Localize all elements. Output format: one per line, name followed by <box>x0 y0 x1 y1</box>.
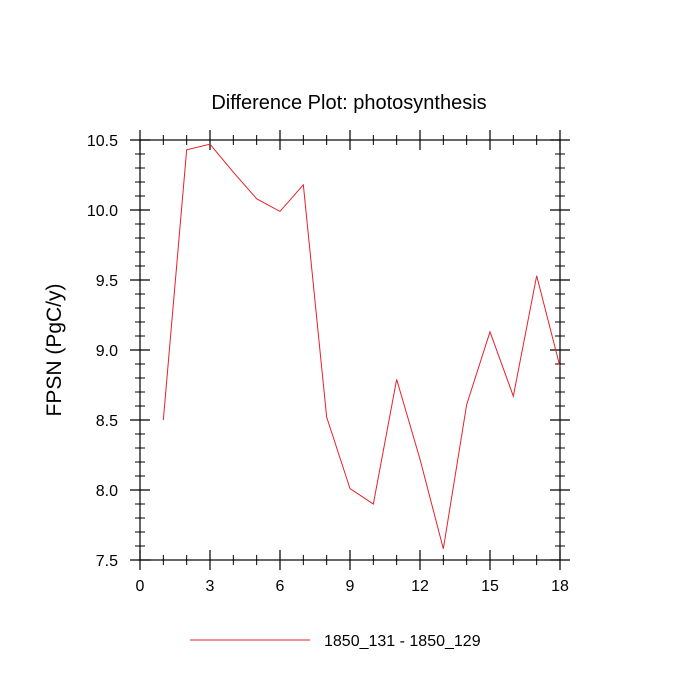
x-tick-label: 12 <box>411 578 429 595</box>
series-line <box>162 143 561 549</box>
y-axis-label: FPSN (PgC/y) <box>43 283 66 416</box>
axis-tick-labels: 0 3 6 9 12 15 18 7.5 8.0 8.5 9.0 9.5 10.0 10.5 <box>87 133 569 595</box>
series-lines <box>162 143 561 549</box>
x-tick-label: 15 <box>481 578 499 595</box>
y-tick-label: 10.5 <box>87 133 118 150</box>
y-tick-label: 8.5 <box>96 413 118 430</box>
x-tick-label: 9 <box>346 578 355 595</box>
y-tick-label: 8.0 <box>96 483 118 500</box>
axis-ticks <box>130 130 570 570</box>
legend: 1850_131 - 1850_129 <box>190 633 481 650</box>
legend-label: 1850_131 - 1850_129 <box>324 633 481 650</box>
x-tick-label: 18 <box>551 578 569 595</box>
chart-title: Difference Plot: photosynthesis <box>211 92 486 114</box>
y-tick-label: 10.0 <box>87 203 118 220</box>
y-tick-label: 9.5 <box>96 273 118 290</box>
x-tick-label: 0 <box>136 578 145 595</box>
y-tick-label: 9.0 <box>96 343 118 360</box>
y-tick-label: 7.5 <box>96 553 118 570</box>
x-tick-label: 6 <box>276 578 285 595</box>
x-tick-label: 3 <box>206 578 215 595</box>
